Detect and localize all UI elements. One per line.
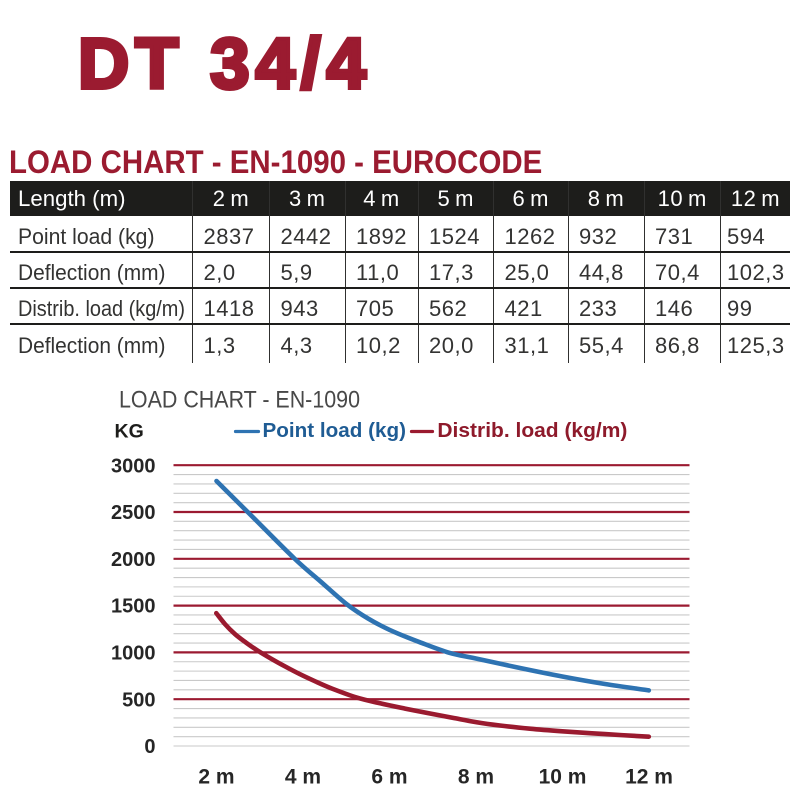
svg-text:1500: 1500 [111,596,156,618]
svg-text:2500: 2500 [111,502,156,524]
svg-text:12 m: 12 m [625,765,673,788]
svg-text:6 m: 6 m [371,765,407,788]
svg-text:4 m: 4 m [285,765,321,788]
svg-text:2 m: 2 m [198,765,234,788]
svg-text:Distrib. load (kg/m): Distrib. load (kg/m) [437,420,627,442]
svg-text:0: 0 [144,736,155,758]
svg-text:500: 500 [122,689,155,711]
svg-text:Point load (kg): Point load (kg) [263,420,407,442]
svg-text:KG: KG [115,420,144,442]
svg-text:3000: 3000 [111,455,156,477]
svg-text:10 m: 10 m [539,765,587,788]
svg-text:2000: 2000 [111,549,156,571]
svg-text:8 m: 8 m [458,765,494,788]
svg-text:1000: 1000 [111,643,156,665]
svg-text:LOAD CHART - EN-1090: LOAD CHART - EN-1090 [119,387,360,414]
